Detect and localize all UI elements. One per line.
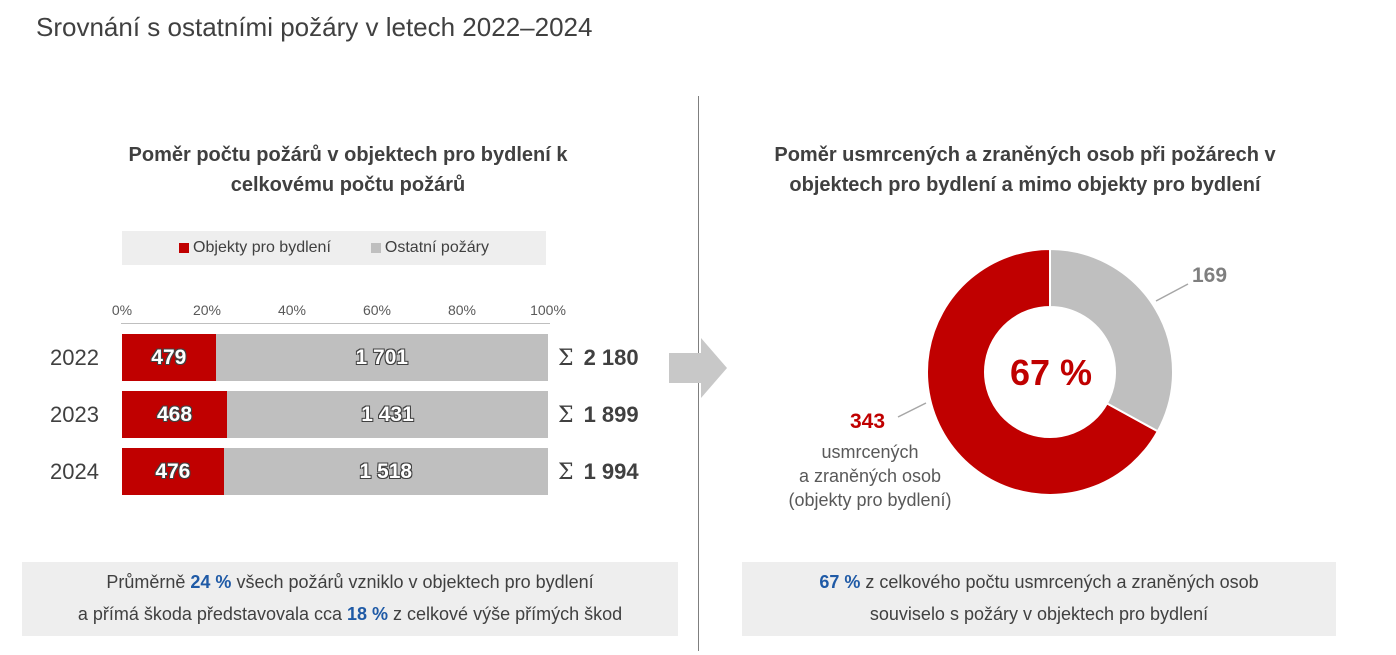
- highlight-value: 67 %: [819, 572, 861, 592]
- highlight-value: 18 %: [347, 604, 389, 624]
- left-summary-box: Průměrně 24 % všech požárů vzniklo v obj…: [22, 562, 678, 636]
- bar-chart-title: Poměr počtu požárů v objektech pro bydle…: [60, 140, 636, 200]
- right-summary-box: 67 % z celkového počtu usmrcených a zran…: [742, 562, 1336, 636]
- x-tick-label: 40%: [277, 302, 307, 318]
- bar-residential-2024: 476: [122, 448, 224, 495]
- x-tick-label: 100%: [530, 302, 566, 318]
- left-summary-line1: Průměrně 24 % všech požárů vzniklo v obj…: [22, 566, 678, 598]
- bar-value-label: 479: [151, 345, 187, 369]
- bar-other-2024: 1 518: [223, 448, 548, 495]
- category-label-2024: 2024: [50, 459, 99, 484]
- text: Průměrně: [106, 572, 191, 592]
- desc-line: usmrcených: [821, 442, 919, 462]
- category-label-2023: 2023: [50, 402, 99, 427]
- sigma-symbol: Σ: [558, 460, 574, 485]
- x-axis-line: [121, 323, 550, 324]
- x-tick-label: 0%: [111, 302, 133, 318]
- slice-description-residential: usmrcených a zraněných osob (objekty pro…: [770, 440, 970, 512]
- total-value: 2 180: [583, 345, 639, 370]
- category-label-2022: 2022: [50, 345, 99, 370]
- bar-chart-legend: Objekty pro bydlení Ostatní požáry: [122, 231, 546, 265]
- bar-value-label: 1 701: [355, 345, 409, 369]
- leader-line-residential: [897, 402, 927, 418]
- bar-value-label: 1 518: [359, 459, 413, 483]
- bar-other-2023: 1 431: [226, 391, 548, 438]
- x-tick-label: 60%: [362, 302, 392, 318]
- desc-line: a zraněných osob: [798, 466, 942, 486]
- donut-chart: [926, 247, 1174, 496]
- x-tick-label: 80%: [447, 302, 477, 318]
- page-title: Srovnání s ostatními požáry v letech 202…: [36, 12, 593, 42]
- total-value: 1 994: [583, 459, 639, 484]
- total-2024: Σ 1 994: [558, 459, 639, 485]
- legend-swatch-other: [370, 243, 381, 253]
- text: z celkového počtu usmrcených a zraněných…: [860, 572, 1259, 592]
- sigma-symbol: Σ: [558, 346, 574, 371]
- right-summary-line2: souviselo s požáry v objektech pro bydle…: [869, 604, 1209, 624]
- donut-slice-residential: [926, 247, 1160, 496]
- donut-chart-title-line1: Poměr usmrcených a zraněných osob při po…: [774, 144, 1276, 166]
- text: z celkové výše přímých škod: [388, 604, 623, 624]
- total-2023: Σ 1 899: [558, 402, 639, 428]
- bar-chart-title-line1: Poměr počtu požárů v objektech pro bydle…: [128, 144, 568, 166]
- leader-line-other: [1155, 283, 1189, 302]
- bar-residential-2023: 468: [122, 391, 227, 438]
- arrow-right-icon: [669, 338, 727, 398]
- x-tick-label: 20%: [192, 302, 222, 318]
- total-value: 1 899: [583, 402, 639, 427]
- bar-chart-title-line2: celkovému počtu požárů: [230, 174, 466, 196]
- desc-line: (objekty pro bydlení): [788, 490, 952, 510]
- sigma-symbol: Σ: [558, 403, 574, 428]
- donut-slice-other: [1049, 247, 1174, 433]
- legend-item-other: Ostatní požáry: [370, 239, 489, 257]
- right-summary-line1: 67 % z celkového počtu usmrcených a zran…: [742, 566, 1336, 598]
- legend-label-other: Ostatní požáry: [384, 239, 489, 256]
- left-summary-line2: a přímá škoda představovala cca 18 % z c…: [22, 598, 678, 630]
- legend-swatch-residential: [179, 243, 190, 253]
- donut-chart-title: Poměr usmrcených a zraněných osob při po…: [712, 140, 1338, 200]
- slice-label-other: 169: [1192, 264, 1228, 287]
- legend-label-residential: Objekty pro bydlení: [193, 239, 331, 256]
- legend-item-residential: Objekty pro bydlení: [179, 239, 331, 257]
- slice-label-residential: 343: [850, 410, 886, 433]
- donut-chart-title-line2: objektech pro bydlení a mimo objekty pro…: [789, 174, 1261, 196]
- bar-value-label: 1 431: [361, 402, 414, 426]
- bar-value-label: 468: [156, 402, 193, 426]
- bar-residential-2022: 479: [122, 334, 216, 381]
- bar-value-label: 476: [155, 459, 191, 483]
- bar-other-2022: 1 701: [215, 334, 548, 381]
- total-2022: Σ 2 180: [558, 345, 639, 371]
- donut-center-label: 67 %: [1010, 352, 1093, 393]
- text: všech požárů vzniklo v objektech pro byd…: [231, 572, 594, 592]
- text: a přímá škoda představovala cca: [77, 604, 347, 624]
- highlight-value: 24 %: [190, 572, 232, 592]
